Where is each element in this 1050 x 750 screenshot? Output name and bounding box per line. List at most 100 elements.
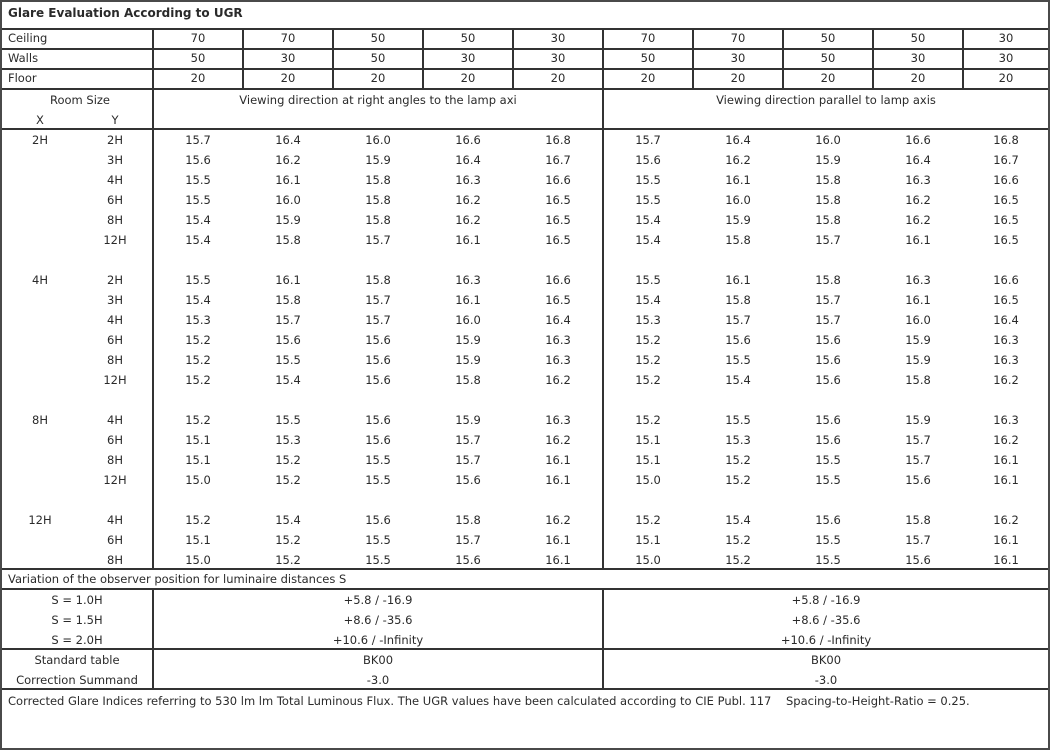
- room-y-value: 12H: [103, 373, 127, 387]
- room-y-value: 4H: [107, 173, 123, 187]
- ugr-value: 15.9: [275, 213, 301, 227]
- ugr-value: 16.6: [545, 273, 571, 287]
- ugr-value: 15.4: [275, 513, 301, 527]
- ugr-value: 15.2: [185, 413, 211, 427]
- ugr-value: 16.4: [725, 133, 751, 147]
- ugr-value: 16.3: [545, 353, 571, 367]
- divider: [332, 48, 334, 68]
- ugr-value: 15.8: [275, 233, 301, 247]
- ugr-value: 15.2: [275, 553, 301, 567]
- variation-right-angles: +5.8 / -16.9: [343, 593, 413, 607]
- ugr-value: 15.6: [725, 333, 751, 347]
- ugr-value: 15.7: [815, 233, 841, 247]
- ugr-value: 16.3: [455, 173, 481, 187]
- ugr-value: 15.9: [455, 353, 481, 367]
- reflectance-label: Walls: [8, 51, 39, 65]
- variation-parallel: +10.6 / -Infinity: [780, 633, 872, 647]
- ugr-value: 15.1: [185, 433, 211, 447]
- divider: [422, 68, 424, 88]
- reflectance-value: 20: [460, 71, 476, 85]
- ugr-value: 15.7: [275, 313, 301, 327]
- ugr-value: 15.4: [275, 373, 301, 387]
- divider: [512, 68, 514, 88]
- divider: [602, 28, 604, 48]
- ugr-value: 16.6: [905, 133, 931, 147]
- ugr-value: 15.6: [815, 333, 841, 347]
- ugr-value: 15.5: [185, 173, 211, 187]
- variation-right-angles: +10.6 / -Infinity: [332, 633, 424, 647]
- ugr-value: 15.0: [635, 473, 661, 487]
- reflectance-value: 30: [280, 51, 296, 65]
- ugr-value: 15.7: [365, 313, 391, 327]
- divider: [152, 48, 154, 68]
- divider: [152, 88, 154, 570]
- ugr-value: 15.5: [185, 273, 211, 287]
- ugr-value: 15.6: [365, 513, 391, 527]
- ugr-value: 15.1: [635, 453, 661, 467]
- divider: [512, 28, 514, 48]
- reflectance-value: 50: [820, 31, 836, 45]
- reflectance-value: 70: [730, 31, 746, 45]
- ugr-value: 15.1: [635, 433, 661, 447]
- reflectance-value: 20: [730, 71, 746, 85]
- ugr-value: 15.6: [815, 513, 841, 527]
- divider: [2, 68, 1048, 70]
- ugr-value: 15.9: [905, 353, 931, 367]
- variation-parallel: +5.8 / -16.9: [791, 593, 861, 607]
- y-label: Y: [111, 113, 119, 127]
- ugr-value: 16.8: [993, 133, 1019, 147]
- divider: [332, 28, 334, 48]
- room-x-value: 12H: [28, 513, 52, 527]
- ugr-value: 16.2: [545, 513, 571, 527]
- ugr-value: 16.0: [905, 313, 931, 327]
- ugr-value: 15.3: [725, 433, 751, 447]
- ugr-value: 15.6: [365, 353, 391, 367]
- ugr-value: 15.8: [905, 513, 931, 527]
- reflectance-value: 50: [910, 31, 926, 45]
- divider: [242, 48, 244, 68]
- room-y-value: 6H: [107, 533, 123, 547]
- room-y-value: 3H: [107, 293, 123, 307]
- ugr-value: 15.2: [635, 413, 661, 427]
- room-y-value: 3H: [107, 153, 123, 167]
- ugr-value: 16.1: [545, 553, 571, 567]
- ugr-value: 16.4: [455, 153, 481, 167]
- reflectance-value: 30: [910, 51, 926, 65]
- room-y-value: 4H: [107, 413, 123, 427]
- ugr-value: 16.3: [993, 413, 1019, 427]
- ugr-value: 15.7: [815, 313, 841, 327]
- divider: [692, 28, 694, 48]
- ugr-value: 16.5: [545, 233, 571, 247]
- reflectance-value: 20: [910, 71, 926, 85]
- correction-summand-label: Correction Summand: [16, 673, 138, 687]
- ugr-value: 15.7: [905, 453, 931, 467]
- ugr-value: 15.5: [635, 273, 661, 287]
- ugr-value: 15.5: [815, 553, 841, 567]
- ugr-value: 16.0: [365, 133, 391, 147]
- divider: [782, 28, 784, 48]
- ugr-value: 16.8: [545, 133, 571, 147]
- ugr-value: 16.5: [993, 293, 1019, 307]
- ugr-value: 16.1: [545, 473, 571, 487]
- reflectance-value: 30: [998, 51, 1014, 65]
- ugr-value: 16.1: [455, 293, 481, 307]
- ugr-value: 15.4: [185, 293, 211, 307]
- ugr-value: 16.2: [905, 193, 931, 207]
- ugr-value: 15.8: [815, 173, 841, 187]
- ugr-value: 16.2: [905, 213, 931, 227]
- direction-right-angles-header: Viewing direction at right angles to the…: [239, 93, 517, 107]
- ugr-value: 15.2: [635, 373, 661, 387]
- ugr-value: 15.2: [635, 353, 661, 367]
- ugr-value: 15.7: [455, 533, 481, 547]
- ugr-value: 15.4: [725, 513, 751, 527]
- room-y-value: 12H: [103, 233, 127, 247]
- divider: [872, 28, 874, 48]
- ugr-value: 15.6: [275, 333, 301, 347]
- ugr-value: 15.6: [815, 373, 841, 387]
- room-y-value: 8H: [107, 453, 123, 467]
- ugr-value: 15.1: [635, 533, 661, 547]
- ugr-value: 15.9: [725, 213, 751, 227]
- variation-right-angles: +8.6 / -35.6: [343, 613, 413, 627]
- reflectance-value: 30: [998, 31, 1014, 45]
- ugr-value: 15.2: [725, 473, 751, 487]
